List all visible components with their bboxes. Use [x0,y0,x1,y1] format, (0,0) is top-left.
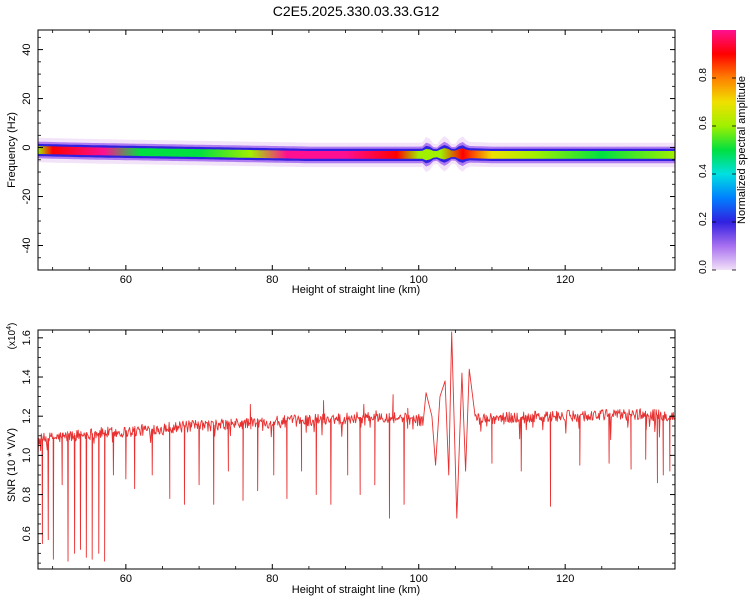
snr-multiplier-close: ) [7,323,18,326]
spectrogram-x-axis-label: Height of straight line (km) [292,284,420,296]
y-tick-label: 0.8 [21,487,33,502]
snr-x-ticks: 60 80 100 120 [52,330,676,585]
snr-panel: 60 80 100 120 0.6 0.8 1.0 1.2 1.4 1.6 (x104) Hei… [6,323,676,596]
snr-y-axis-label: SNR (10 * V/V) [6,428,18,502]
x-tick-label: 120 [556,274,574,286]
snr-multiplier-base: (x10 [7,329,18,349]
y-tick-label: 1.0 [21,448,33,463]
colorbar-ticks: 0.0 0.2 0.4 0.6 0.8 [698,68,736,274]
colorbar-tick-label: 0.0 [698,260,709,274]
snr-series-line [38,331,675,562]
snr-x-axis-label: Height of straight line (km) [292,584,420,596]
x-tick-label: 100 [410,274,428,286]
x-tick-label: 120 [556,573,574,585]
colorbar: 0.0 0.2 0.4 0.6 0.8 Normalized spectral ampl… [698,30,748,274]
y-tick-label: 40 [21,43,33,55]
y-tick-label: 1.2 [21,409,33,424]
colorbar-label: Normalized spectral amplitude [736,76,748,224]
y-tick-label: 20 [21,92,33,104]
figure-title: C2E5.2025.330.03.33.G12 [273,3,440,19]
y-tick-label: -40 [21,238,33,254]
colorbar-tick-label: 0.4 [698,164,709,178]
x-tick-label: 80 [266,274,278,286]
colorbar-scale [712,30,736,270]
y-tick-label: 1.6 [21,330,33,345]
spectrogram-panel: 60 80 100 120 40 20 0 -20 -40 Height of straigh… [6,29,676,296]
snr-background [38,330,675,569]
colorbar-tick-label: 0.8 [698,68,709,82]
spectrogram-heatmap [38,136,675,173]
spectrogram-band-core [38,146,675,161]
x-tick-label: 60 [120,573,132,585]
x-tick-label: 100 [410,573,428,585]
y-tick-label: -20 [21,189,33,205]
snr-frame [37,329,676,570]
snr-multiplier: (x104) [6,323,18,350]
x-tick-label: 80 [266,573,278,585]
y-tick-label: 0.6 [21,526,33,541]
x-tick-label: 60 [120,274,132,286]
colorbar-tick-label: 0.6 [698,116,709,130]
spectrogram-y-ticks: 40 20 0 -20 -40 [21,36,675,271]
snr-multiplier-exp: 4 [6,326,13,330]
spectrogram-frame [37,29,676,271]
snr-y-ticks: 0.6 0.8 1.0 1.2 1.4 1.6 [21,330,675,564]
colorbar-tick-label: 0.2 [698,212,709,226]
y-tick-label: 0 [21,144,33,150]
y-tick-label: 1.4 [21,369,33,384]
spectrogram-y-axis-label: Frequency (Hz) [6,112,18,188]
spectrogram-x-ticks: 60 80 100 120 [52,30,676,286]
